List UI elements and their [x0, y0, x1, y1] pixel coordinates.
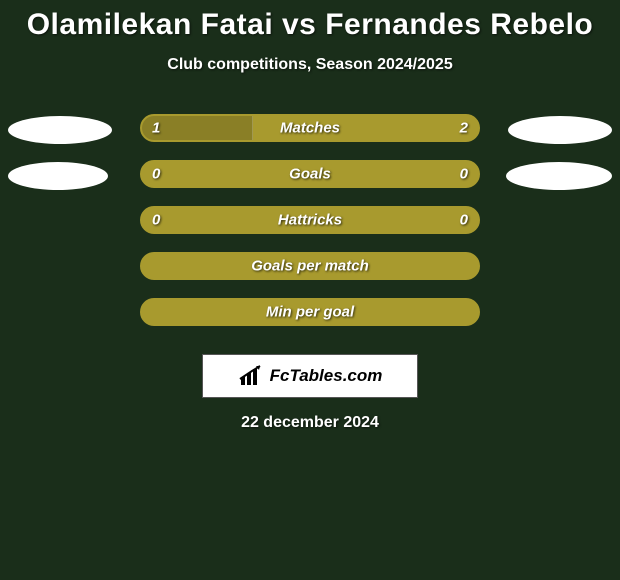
stat-value-right: 0 — [460, 166, 468, 183]
stat-label: Matches — [280, 120, 340, 137]
stat-label: Min per goal — [266, 304, 354, 321]
stat-value-left: 0 — [152, 166, 160, 183]
stat-value-left: 0 — [152, 212, 160, 229]
stat-row: 1 2 Matches — [0, 110, 620, 156]
stat-bar: 0 0 Hattricks — [140, 206, 480, 234]
brand-card: FcTables.com — [202, 354, 418, 398]
chart-icon — [238, 365, 264, 387]
stat-label: Goals — [289, 166, 331, 183]
stat-value-left: 1 — [152, 120, 160, 137]
stat-label: Goals per match — [251, 258, 369, 275]
page-title: Olamilekan Fatai vs Fernandes Rebelo — [0, 0, 620, 42]
stat-value-right: 0 — [460, 212, 468, 229]
brand-text: FcTables.com — [270, 366, 383, 386]
stat-bar: Goals per match — [140, 252, 480, 280]
comparison-infographic: Olamilekan Fatai vs Fernandes Rebelo Clu… — [0, 0, 620, 432]
player-left-marker — [8, 162, 108, 190]
stat-rows: 1 2 Matches 0 0 Goals 0 0 Hattricks Goals per mat… — [0, 110, 620, 340]
stat-row: Min per goal — [0, 294, 620, 340]
page-subtitle: Club competitions, Season 2024/2025 — [0, 56, 620, 74]
stat-bar: Min per goal — [140, 298, 480, 326]
stat-bar: 1 2 Matches — [140, 114, 480, 142]
stat-label: Hattricks — [278, 212, 342, 229]
stat-row: 0 0 Goals — [0, 156, 620, 202]
date-text: 22 december 2024 — [0, 414, 620, 432]
player-left-marker — [8, 116, 112, 144]
stat-value-right: 2 — [460, 120, 468, 137]
stat-row: Goals per match — [0, 248, 620, 294]
stat-bar: 0 0 Goals — [140, 160, 480, 188]
player-right-marker — [506, 162, 612, 190]
player-right-marker — [508, 116, 612, 144]
stat-row: 0 0 Hattricks — [0, 202, 620, 248]
